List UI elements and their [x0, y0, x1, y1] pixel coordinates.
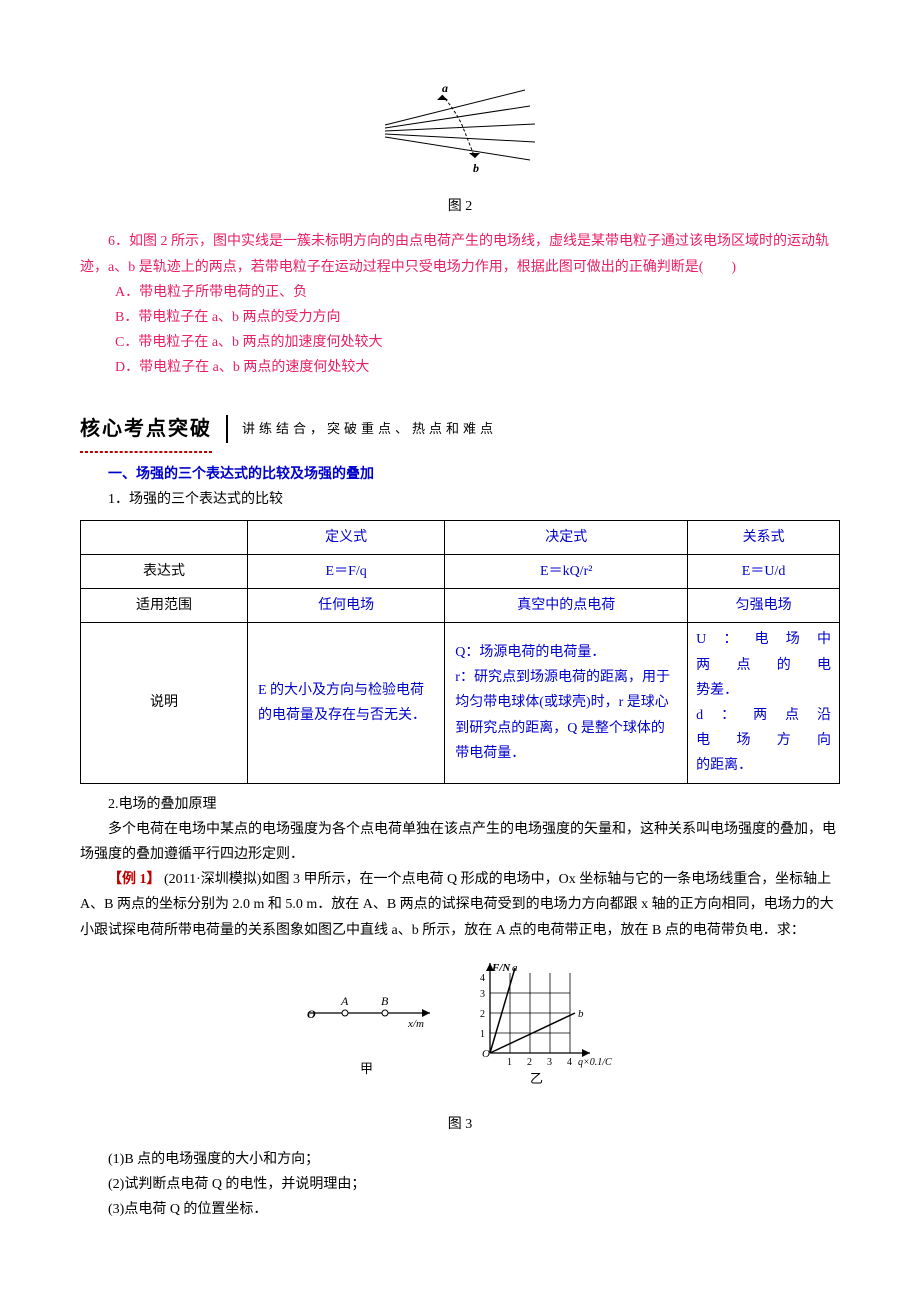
topic-heading: 一、场强的三个表达式的比较及场强的叠加: [80, 462, 840, 487]
col-header-det: 决定式: [445, 520, 688, 554]
option-b: B．带电粒子在 a、b 两点的受力方向: [87, 305, 840, 330]
fig3-x1: 1: [507, 1057, 512, 1068]
figure-2: a b: [80, 80, 840, 184]
section-subtitle: 讲练结合，突破重点、热点和难点: [242, 417, 497, 440]
fig3-O: O: [307, 1007, 316, 1021]
sub-heading-1: 1．场强的三个表达式的比较: [80, 487, 840, 512]
option-d: D．带电粒子在 a、b 两点的速度何处较大: [87, 355, 840, 380]
table-row-scope: 适用范围 任何电场 真空中的点电荷 匀强电场: [81, 589, 840, 623]
figure-3-svg: O A B x/m 甲 a: [280, 963, 640, 1093]
point-b-label: b: [473, 161, 479, 175]
table-row-expr: 表达式 E＝F/q E＝kQ/r² E＝U/d: [81, 555, 840, 589]
field-lines-diagram: a b: [380, 80, 540, 175]
cell-scope-1: 任何电场: [247, 589, 444, 623]
section-divider: [226, 415, 228, 443]
example-1-q3: (3)点电荷 Q 的位置坐标．: [80, 1197, 840, 1222]
section-title-underline: [80, 451, 212, 453]
cell-scope-2: 真空中的点电荷: [445, 589, 688, 623]
example-1: 【例 1】 (2011·深圳模拟)如图 3 甲所示，在一个点电荷 Q 形成的电场…: [80, 867, 840, 943]
row-label-desc: 说明: [81, 623, 248, 783]
section-title-box: 核心考点突破: [80, 411, 212, 447]
fig3-A: A: [340, 994, 349, 1008]
fig3-FN: F/N: [491, 963, 511, 974]
fig3-right-label: 乙: [530, 1071, 543, 1086]
fig3-y3: 3: [480, 989, 485, 1000]
fig3-O2: O: [482, 1048, 490, 1060]
cell-desc-3: U：电场中 两点的电 势差． d：两点沿 电场方向 的距离．: [688, 623, 840, 783]
option-c: C．带电粒子在 a、b 两点的加速度何处较大: [87, 330, 840, 355]
example-1-q1: (1)B 点的电场强度的大小和方向；: [80, 1147, 840, 1172]
row-label-scope: 适用范围: [81, 589, 248, 623]
fig3-y1: 1: [480, 1029, 485, 1040]
fig3-x3: 3: [547, 1057, 552, 1068]
fig3-left-label: 甲: [360, 1061, 373, 1076]
fig3-xm: x/m: [407, 1018, 424, 1030]
row-label-expr: 表达式: [81, 555, 248, 589]
table-header-row: 定义式 决定式 关系式: [81, 520, 840, 554]
point-a-label: a: [442, 81, 448, 95]
section-header: 核心考点突破 讲练结合，突破重点、热点和难点: [80, 411, 840, 447]
option-a: A．带电粒子所带电荷的正、负: [87, 280, 840, 305]
cell-expr-3: E＝U/d: [688, 555, 840, 589]
cell-expr-1: E＝F/q: [247, 555, 444, 589]
example-1-source: (2011·深圳模拟): [164, 872, 261, 887]
cell-expr-2: E＝kQ/r²: [445, 555, 688, 589]
figure-2-caption: 图 2: [80, 194, 840, 219]
figure-3: O A B x/m 甲 a: [80, 963, 840, 1102]
cell-desc-1: E 的大小及方向与检验电荷的电荷量及存在与否无关．: [247, 623, 444, 783]
cell-desc-2: Q：场源电荷的电荷量． r：研究点到场源电荷的距离，用于均匀带电球体(或球壳)时…: [445, 623, 688, 783]
fig3-line-a: a: [512, 963, 518, 974]
table-row-desc: 说明 E 的大小及方向与检验电荷的电荷量及存在与否无关． Q：场源电荷的电荷量．…: [81, 623, 840, 783]
question-6: 6．如图 2 所示，图中实线是一簇未标明方向的由点电荷产生的电场线，虚线是某带电…: [80, 229, 840, 380]
col-header-rel: 关系式: [688, 520, 840, 554]
fig3-B: B: [381, 994, 389, 1008]
example-1-label: 【例 1】: [108, 872, 161, 887]
overlap-paragraph: 多个电荷在电场中某点的电场强度为各个点电荷单独在该点产生的电场强度的矢量和，这种…: [80, 817, 840, 867]
fig3-xlabel: q×0.1/C: [578, 1057, 612, 1068]
fig3-x2: 2: [527, 1057, 532, 1068]
example-1-q2: (2)试判断点电荷 Q 的电性，并说明理由；: [80, 1172, 840, 1197]
fig3-x4: 4: [567, 1057, 572, 1068]
section-title: 核心考点突破: [80, 418, 212, 440]
fig3-y2: 2: [480, 1009, 485, 1020]
figure-3-caption: 图 3: [80, 1112, 840, 1137]
col-header-def: 定义式: [247, 520, 444, 554]
comparison-table: 定义式 决定式 关系式 表达式 E＝F/q E＝kQ/r² E＝U/d 适用范围…: [80, 520, 840, 784]
fig3-line-b: b: [578, 1008, 584, 1020]
cell-scope-3: 匀强电场: [688, 589, 840, 623]
question-6-stem: 6．如图 2 所示，图中实线是一簇未标明方向的由点电荷产生的电场线，虚线是某带电…: [80, 229, 840, 279]
sub-heading-2: 2.电场的叠加原理: [80, 792, 840, 817]
fig3-y4: 4: [480, 973, 485, 984]
